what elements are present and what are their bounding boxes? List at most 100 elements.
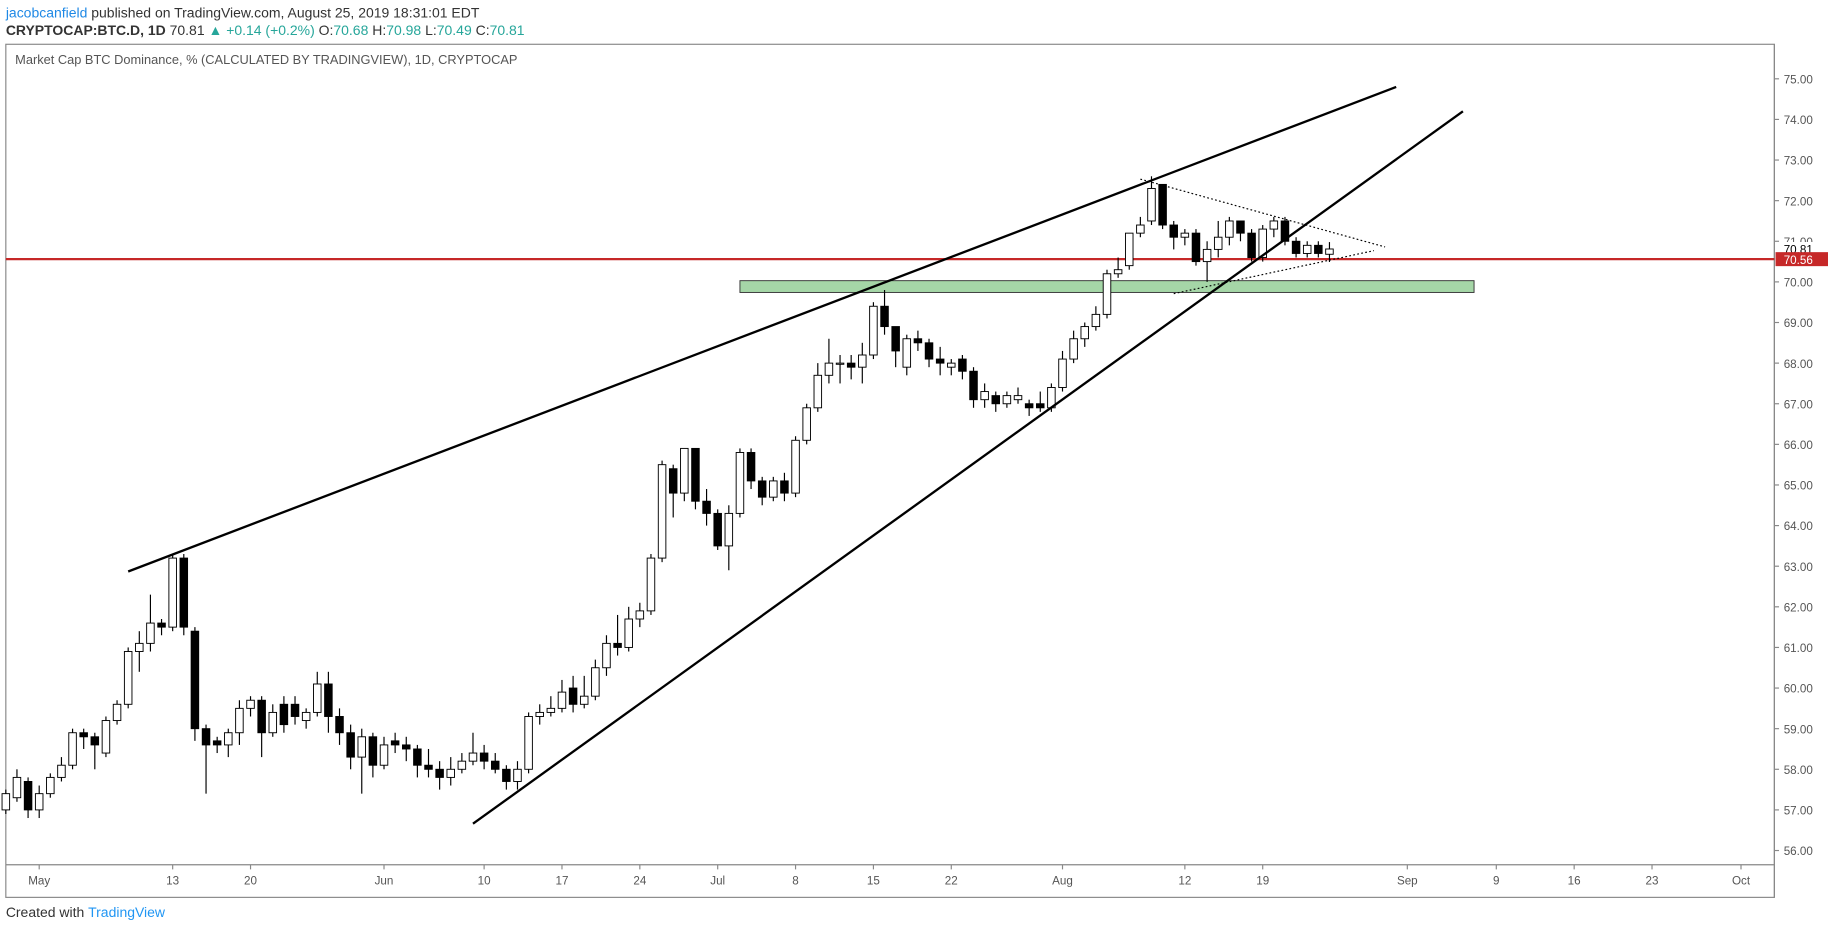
y-tick-label: 64.00	[1784, 520, 1814, 533]
x-tick-label: 19	[1256, 875, 1269, 888]
candle-body	[535, 711, 544, 717]
candle-body	[1169, 224, 1178, 238]
candle-body	[479, 752, 489, 762]
candle-body	[335, 716, 344, 734]
y-tick-label: 62.00	[1784, 601, 1814, 614]
y-tick-label: 75.00	[1784, 73, 1814, 86]
candle-body	[1, 793, 11, 811]
y-tick-label: 57.00	[1784, 805, 1814, 818]
footer: Created with TradingView	[6, 904, 166, 920]
chart-title: Market Cap BTC Dominance, % (CALCULATED …	[15, 52, 517, 67]
y-tick-label: 65.00	[1784, 480, 1814, 493]
candle-body	[1202, 248, 1212, 263]
candle-body	[424, 764, 433, 770]
x-tick-label: 15	[867, 875, 880, 888]
x-tick-label: 9	[1493, 875, 1499, 888]
y-tick-label: 58.00	[1784, 764, 1814, 777]
candle-body	[1247, 232, 1256, 258]
trend-line	[127, 85, 1397, 573]
y-tick-label: 56.00	[1784, 845, 1814, 858]
candle-body	[168, 557, 177, 628]
candle-body	[1091, 313, 1101, 328]
candle-body	[268, 711, 278, 734]
candle-body	[435, 768, 444, 778]
candle-body	[668, 468, 678, 494]
header-line: jacobcanfield published on TradingView.c…	[5, 4, 480, 20]
candle-body	[546, 707, 556, 713]
candle-body	[1069, 338, 1078, 360]
change: ▲ +0.14 (+0.2%)	[209, 22, 315, 38]
candle-body	[357, 736, 367, 758]
y-tick-label: 63.00	[1784, 561, 1814, 574]
candle-body	[146, 622, 155, 644]
candle-body	[413, 748, 422, 766]
candle-body	[557, 691, 567, 709]
candle-body	[279, 703, 289, 726]
x-tick-label: Oct	[1732, 875, 1751, 888]
plot	[1, 85, 1775, 825]
ohlc-key: C:	[476, 22, 490, 38]
x-tick-label: Jul	[710, 875, 725, 888]
candle-body	[12, 776, 22, 799]
candle-body	[1225, 220, 1234, 238]
candle-body	[935, 358, 945, 364]
candle-body	[1213, 236, 1223, 250]
candle-body	[390, 740, 400, 746]
candle-body	[980, 391, 989, 401]
candle-body	[646, 557, 656, 612]
x-tick-label: 10	[478, 875, 491, 888]
candle-body	[313, 683, 322, 713]
candle-body	[246, 699, 255, 709]
candle-body	[468, 752, 478, 762]
candle-body	[769, 480, 778, 498]
y-tick-label: 60.00	[1784, 683, 1814, 696]
candle-body	[490, 760, 500, 770]
candle-body	[90, 736, 100, 746]
candle-body	[958, 358, 967, 372]
candle-body	[591, 667, 600, 697]
candle-body	[1058, 358, 1067, 388]
ohlc-value: 70.68	[333, 22, 368, 38]
candle-body	[212, 740, 222, 746]
candle-body	[657, 464, 667, 559]
candle-body	[735, 452, 745, 514]
candle-body	[757, 480, 767, 498]
candle-body	[1024, 403, 1034, 409]
candle-body	[1102, 273, 1112, 315]
candle-body	[446, 768, 455, 778]
candle-body	[101, 720, 111, 754]
x-tick-label: Jun	[375, 875, 394, 888]
x-tick-label: 17	[555, 875, 568, 888]
trend-line	[472, 110, 1464, 825]
candle-body	[613, 642, 622, 648]
author[interactable]: jacobcanfield	[5, 4, 88, 20]
x-tick-label: 12	[1178, 875, 1191, 888]
candle-body	[112, 703, 122, 722]
candle-body	[502, 768, 511, 782]
x-tick-label: 22	[945, 875, 958, 888]
candle-body	[835, 362, 845, 365]
candle-body	[1136, 224, 1145, 234]
candle-body	[858, 354, 867, 368]
candle-body	[602, 642, 611, 669]
footer-brand[interactable]: TradingView	[88, 904, 166, 920]
y-tick-label: 74.00	[1784, 114, 1814, 127]
candle-body	[23, 781, 33, 811]
x-tick-label: 23	[1646, 875, 1659, 888]
candle-body	[902, 338, 912, 368]
y-tick-label: 72.00	[1784, 195, 1814, 208]
candle-body	[402, 744, 411, 750]
candle-body	[1258, 228, 1267, 258]
candle-body	[1124, 232, 1134, 267]
candle-body	[947, 362, 956, 368]
candle-body	[1036, 403, 1045, 409]
candle-body	[813, 374, 823, 409]
candle-body	[68, 732, 77, 766]
candle-body	[135, 642, 144, 652]
candle-body	[1236, 220, 1245, 234]
y-tick-label: 69.00	[1784, 317, 1814, 330]
candle-body	[123, 651, 133, 705]
candle-body	[224, 732, 233, 746]
candle-body	[379, 744, 389, 766]
footer-created: Created with	[6, 904, 84, 920]
